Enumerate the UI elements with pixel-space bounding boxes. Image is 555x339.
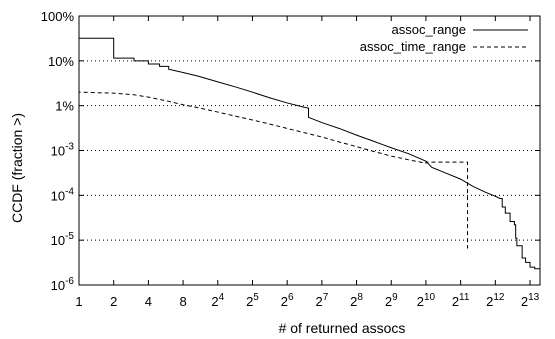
x-tick-label: 25 <box>246 292 259 309</box>
x-tick-label: 2 <box>110 294 117 309</box>
series-line-assoc-time-range <box>78 33 469 249</box>
x-tick-label: 213 <box>521 292 540 309</box>
y-axis-ticks: 100% 10% 1% 10-3 10-4 10-5 10-6 <box>41 9 540 293</box>
x-tick-label: 4 <box>145 294 152 309</box>
x-tick-label: 24 <box>211 292 224 309</box>
x-tick-label: 28 <box>350 292 363 309</box>
legend-label-assoc-time-range: assoc_time_range <box>360 39 466 54</box>
y-axis-label: CCDF (fraction >) <box>9 113 25 223</box>
x-axis-label: # of returned assocs <box>279 320 406 336</box>
y-tick-label: 1% <box>55 99 74 114</box>
y-tick-label: 10% <box>48 54 74 69</box>
series-line-assoc-range <box>78 16 540 270</box>
plot-frame <box>78 15 541 286</box>
y-tick-label: 10-6 <box>51 276 75 293</box>
x-tick-label: 212 <box>486 292 505 309</box>
grid-lines <box>79 60 540 241</box>
x-axis-ticks: 1 2 4 8 24 25 26 27 28 29 210 211 212 213 <box>75 16 540 309</box>
legend-label-assoc-range: assoc_range <box>392 22 466 37</box>
y-tick-label: 100% <box>41 9 75 24</box>
x-tick-label: 1 <box>75 294 82 309</box>
x-tick-label: 210 <box>417 292 436 309</box>
x-tick-label: 8 <box>179 294 186 309</box>
x-tick-label: 26 <box>281 292 294 309</box>
series-layer <box>78 16 540 270</box>
y-tick-label: 10-5 <box>51 231 75 248</box>
x-tick-label: 29 <box>385 292 398 309</box>
legend: assoc_range assoc_time_range <box>360 22 528 54</box>
y-tick-label: 10-3 <box>51 142 75 159</box>
x-tick-label: 27 <box>315 292 328 309</box>
y-tick-label: 10-4 <box>51 186 75 203</box>
x-tick-label: 211 <box>452 292 470 309</box>
